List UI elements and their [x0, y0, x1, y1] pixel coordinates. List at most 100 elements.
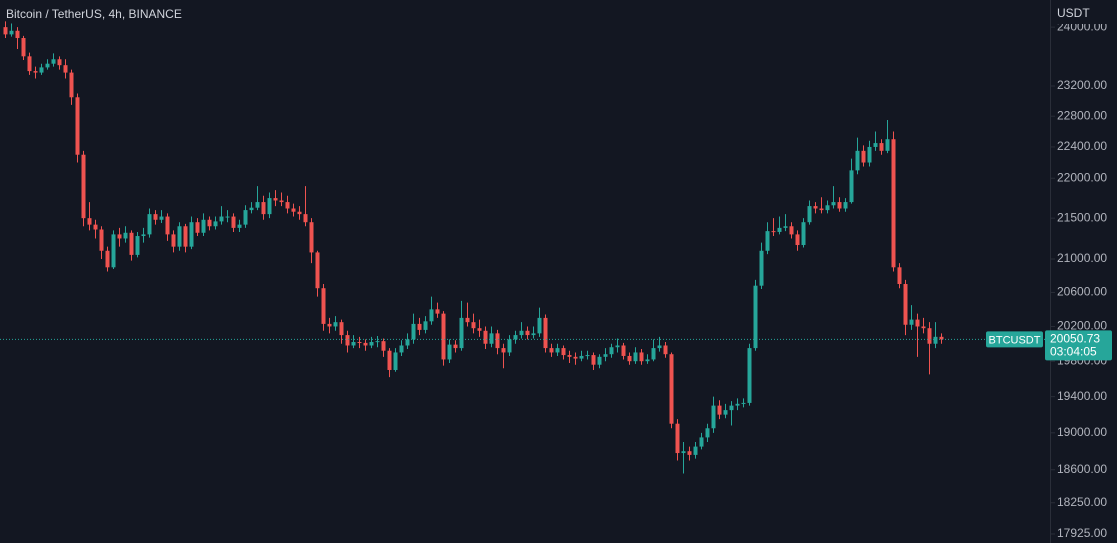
candle-body — [417, 323, 422, 330]
candle-body — [717, 405, 722, 415]
symbol-tag: BTCUSDT — [989, 334, 1041, 346]
candle-body — [279, 200, 284, 203]
candle-body — [213, 221, 218, 227]
candle-body — [333, 322, 338, 327]
candle-body — [393, 352, 398, 370]
candle-body — [555, 348, 560, 353]
candle-body — [909, 319, 914, 325]
candle-body — [549, 348, 554, 353]
candle-body — [645, 359, 650, 362]
candle-body — [663, 345, 668, 355]
candle-body — [93, 224, 98, 230]
candle-body — [483, 330, 488, 344]
candle-body — [261, 202, 266, 215]
candle-body — [507, 339, 512, 353]
y-tick-label: 22400.00 — [1057, 139, 1107, 153]
candle-body — [591, 355, 596, 365]
candle-body — [693, 446, 698, 455]
candle-body — [477, 328, 482, 331]
candle-body — [711, 405, 716, 429]
candle-body — [879, 143, 884, 151]
y-tick-label: 18250.00 — [1057, 495, 1107, 509]
axis-unit: USDT — [1057, 6, 1090, 20]
candle-body — [357, 342, 362, 344]
candle-body — [609, 347, 614, 355]
candle-body — [885, 139, 890, 151]
candle-body — [777, 227, 782, 232]
candle-body — [459, 317, 464, 349]
candle-body — [201, 219, 206, 233]
candle-body — [297, 211, 302, 215]
candle-body — [81, 154, 86, 219]
candle-body — [177, 226, 182, 247]
candle-body — [801, 222, 806, 246]
candle-body — [753, 285, 758, 349]
candle-body — [447, 344, 452, 360]
candle-body — [873, 143, 878, 147]
candle-body — [855, 150, 860, 171]
candle-body — [627, 355, 632, 362]
candle-body — [633, 352, 638, 362]
candle-body — [189, 222, 194, 247]
candle-body — [99, 229, 104, 251]
candle-body — [771, 231, 776, 233]
candle-body — [573, 356, 578, 359]
candle-body — [21, 38, 26, 57]
axis-header-bg — [1051, 0, 1117, 24]
candle-body — [435, 309, 440, 314]
candle-body — [759, 250, 764, 286]
candle-body — [621, 345, 626, 356]
candle-body — [207, 219, 212, 227]
candle-body — [153, 214, 158, 220]
candle-body — [657, 345, 662, 349]
candle-body — [3, 27, 8, 35]
candle-body — [285, 202, 290, 209]
candle-body — [429, 309, 434, 322]
candle-body — [111, 234, 116, 268]
candle-body — [651, 348, 656, 360]
candle-body — [831, 202, 836, 206]
candle-body — [27, 56, 32, 72]
y-tick-label: 23200.00 — [1057, 78, 1107, 92]
candle-body — [327, 323, 332, 327]
y-tick-label: 22800.00 — [1057, 108, 1107, 122]
candle-body — [585, 355, 590, 357]
candle-body — [705, 428, 710, 438]
chart-title: Bitcoin / TetherUS, 4h, BINANCE — [6, 7, 182, 21]
y-tick-label: 22000.00 — [1057, 170, 1107, 184]
candle-body — [441, 313, 446, 360]
candle-body — [741, 402, 746, 404]
candle-body — [819, 208, 824, 211]
candle-body — [639, 352, 644, 362]
candle-body — [783, 226, 788, 228]
candle-body — [501, 348, 506, 353]
candle-body — [183, 226, 188, 247]
candle-body — [471, 322, 476, 329]
y-tick-label: 21000.00 — [1057, 251, 1107, 265]
y-tick-label: 17925.00 — [1057, 526, 1107, 540]
candle-body — [537, 317, 542, 334]
candle-body — [849, 170, 854, 203]
candle-body — [489, 333, 494, 344]
symbol-tag-bg — [986, 331, 1043, 348]
candle-body — [813, 206, 818, 209]
candle-body — [411, 323, 416, 340]
candle-body — [513, 335, 518, 340]
candle-body — [891, 139, 896, 268]
candle-body — [519, 330, 524, 336]
candle-body — [465, 317, 470, 323]
countdown: 03:04:05 — [1050, 345, 1097, 359]
y-tick-label: 19400.00 — [1057, 389, 1107, 403]
candle-body — [747, 348, 752, 403]
candle-body — [837, 202, 842, 209]
candle-body — [321, 288, 326, 324]
candle-body — [171, 234, 176, 247]
candle-body — [681, 451, 686, 454]
candle-body — [39, 67, 44, 73]
candle-body — [165, 216, 170, 235]
candle-body — [135, 236, 140, 255]
candle-body — [543, 317, 548, 349]
candle-body — [897, 267, 902, 285]
